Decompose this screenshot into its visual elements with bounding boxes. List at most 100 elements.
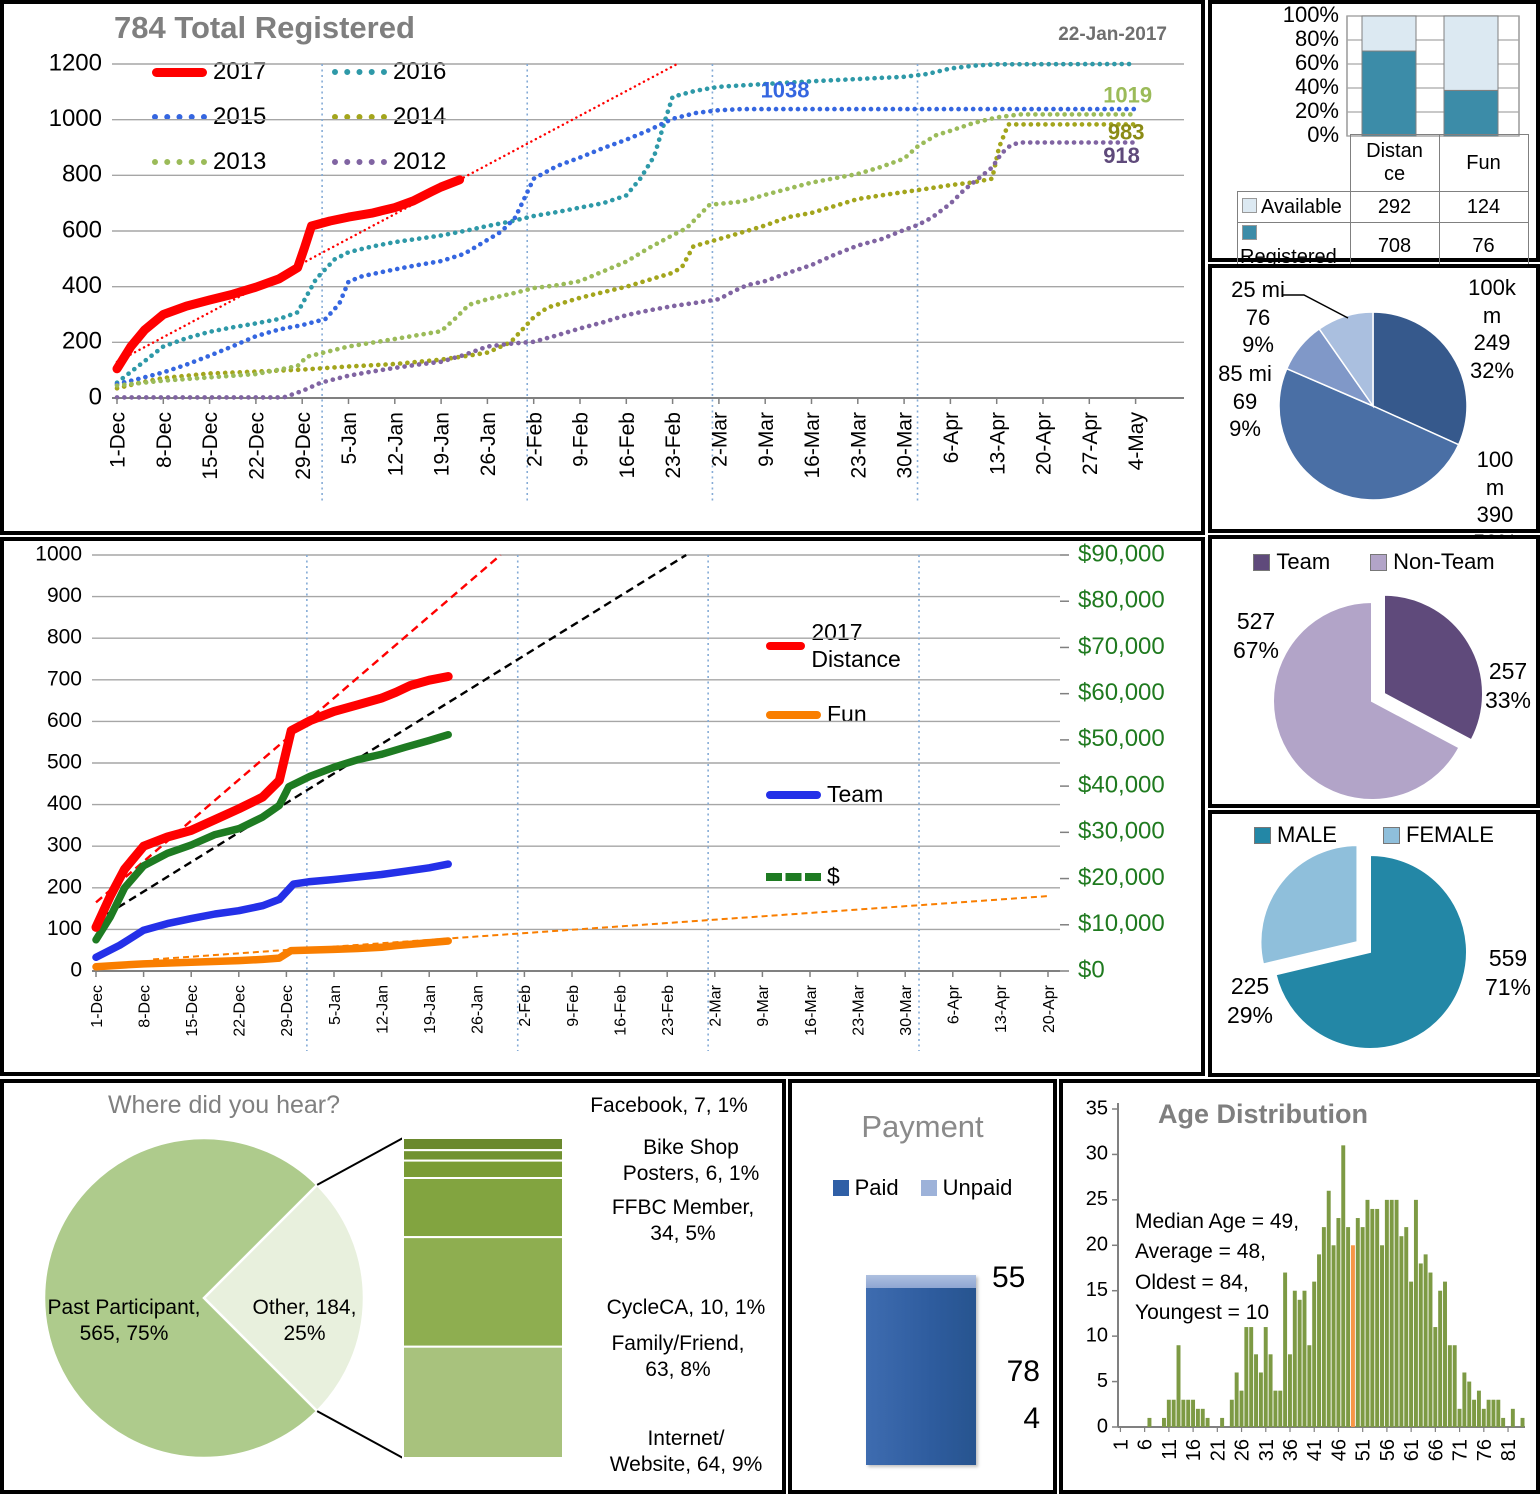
svg-text:$50,000: $50,000 xyxy=(1078,725,1165,752)
age-bar xyxy=(1171,1399,1176,1427)
svg-text:0: 0 xyxy=(89,383,102,410)
team-pie-panel[interactable]: Team Non-Team 527 67% 257 33% xyxy=(1208,535,1540,808)
age-bar xyxy=(1438,1290,1443,1427)
svg-text:200: 200 xyxy=(47,875,82,898)
age-bar xyxy=(1292,1290,1297,1427)
age-bar xyxy=(1510,1408,1515,1427)
svg-text:13-Apr: 13-Apr xyxy=(986,412,1009,475)
age-plot: 0 5 10 15 20 25 30 35 1 6 11 16 21 26 31 36 41 46 51 56 61 66… xyxy=(1063,1083,1536,1490)
svg-text:61: 61 xyxy=(1401,1439,1423,1461)
svg-text:6: 6 xyxy=(1135,1439,1157,1450)
age-bar xyxy=(1191,1399,1196,1427)
money-chart-panel[interactable]: 2017 Distance Fun Team $ $0 $10,000 $20,000 $3… xyxy=(0,537,1205,1076)
age-bar xyxy=(1263,1327,1268,1427)
bar-segment-facebook xyxy=(402,1137,564,1152)
pie-slice-non-team xyxy=(1272,600,1461,801)
svg-text:15: 15 xyxy=(1086,1279,1108,1301)
distance-pie-panel[interactable]: 25 mi 76 9% 100k m 249 32% 85 mi 69 9% 1… xyxy=(1208,264,1540,555)
age-bar xyxy=(1486,1399,1491,1427)
registrations-chart-panel[interactable]: 784 Total Registered 22-Jan-2017 2017 201… xyxy=(0,0,1205,535)
age-bar xyxy=(1433,1327,1438,1427)
age-bar xyxy=(1195,1408,1200,1427)
age-bar xyxy=(1205,1417,1210,1427)
gender-legend-item-male: MALE xyxy=(1254,822,1337,848)
svg-text:22-Dec: 22-Dec xyxy=(232,985,249,1037)
label-past-participant: Past Participant, 565, 75% xyxy=(47,1296,201,1346)
age-bar xyxy=(1384,1199,1389,1427)
svg-text:600: 600 xyxy=(62,216,102,243)
svg-text:$80,000: $80,000 xyxy=(1078,587,1165,614)
team-legend: Team Non-Team xyxy=(1212,549,1536,575)
age-chart-panel[interactable]: Age Distribution Median Age = 49, Averag… xyxy=(1059,1079,1540,1494)
age-bar xyxy=(1283,1272,1288,1427)
bar-segment-cycleca xyxy=(402,1159,564,1179)
age-bar xyxy=(1418,1263,1423,1427)
svg-text:2-Feb: 2-Feb xyxy=(517,985,534,1027)
svg-text:51: 51 xyxy=(1353,1439,1375,1461)
svg-text:1200: 1200 xyxy=(49,49,102,76)
svg-text:900: 900 xyxy=(47,584,82,607)
gender-pie-panel[interactable]: MALE FEMALE 559 71% 225 29% xyxy=(1208,810,1540,1077)
age-bar xyxy=(1268,1354,1273,1427)
payment-chart-panel[interactable]: Payment Paid Unpaid 55 784 xyxy=(788,1079,1057,1494)
age-bar xyxy=(1254,1354,1259,1427)
svg-text:8-Dec: 8-Dec xyxy=(153,412,176,468)
age-bar xyxy=(1307,1345,1312,1427)
svg-text:$10,000: $10,000 xyxy=(1078,910,1165,937)
age-bar xyxy=(1496,1399,1501,1427)
svg-text:46: 46 xyxy=(1328,1439,1350,1461)
label-ffbc: FFBC Member, 34, 5% xyxy=(611,1196,755,1246)
age-bar xyxy=(1336,1218,1341,1427)
age-bar xyxy=(1409,1281,1414,1427)
slots-svg: 100%80%60%40%20%0% xyxy=(1283,2,1520,147)
pie-slice-male xyxy=(1274,853,1468,1050)
svg-text:26-Jan: 26-Jan xyxy=(477,412,500,476)
svg-text:16-Feb: 16-Feb xyxy=(612,985,629,1036)
svg-text:2-Mar: 2-Mar xyxy=(708,984,725,1026)
slots-chart-panel[interactable]: 100% 80% 60% 40% 20% 0% Distance Fun Available 29… xyxy=(1208,0,1540,270)
age-bar xyxy=(1462,1372,1467,1427)
hear-chart-panel[interactable]: Where did you hear? Past Participant, 56… xyxy=(0,1079,786,1494)
svg-text:5: 5 xyxy=(1097,1370,1108,1392)
age-bar xyxy=(1166,1399,1171,1427)
age-bar xyxy=(1312,1281,1317,1427)
svg-text:16-Feb: 16-Feb xyxy=(616,412,639,479)
legend-item-2016: 2016 xyxy=(332,58,446,86)
label-family: Family/Friend, 63, 8% xyxy=(611,1332,745,1382)
svg-text:71: 71 xyxy=(1450,1439,1472,1461)
money-plot-svg: $0 $10,000 $20,000 $30,000 $40,000 $50,000 $60… xyxy=(35,540,1165,1051)
age-bar xyxy=(1481,1408,1486,1427)
dist-pie-svg xyxy=(1278,294,1468,501)
label-nonteam: 527 67% xyxy=(1232,608,1280,663)
money-legend-item-team: Team xyxy=(766,781,883,808)
age-bar xyxy=(1346,1227,1351,1427)
legend-item-2013: 2013 xyxy=(152,148,266,176)
hear-svg xyxy=(42,1136,564,1460)
svg-text:23-Feb: 23-Feb xyxy=(660,985,677,1036)
svg-text:9-Mar: 9-Mar xyxy=(755,984,772,1026)
age-bar xyxy=(1278,1390,1283,1427)
svg-text:700: 700 xyxy=(47,667,82,690)
svg-text:30-Mar: 30-Mar xyxy=(898,984,915,1035)
svg-text:1000: 1000 xyxy=(49,105,102,132)
age-bar xyxy=(1394,1199,1399,1427)
svg-text:12-Jan: 12-Jan xyxy=(374,985,391,1034)
reg-plot-svg: 1-Dec 8-Dec 15-Dec 22-Dec 29-Dec 5-Jan 12-Jan 1… xyxy=(49,49,1184,503)
bar-segment-internet-website xyxy=(402,1345,564,1459)
pie-slice-team xyxy=(1383,593,1484,742)
svg-text:1038: 1038 xyxy=(761,77,810,102)
pie-slice-other xyxy=(202,1183,366,1413)
label-female: 225 29% xyxy=(1226,973,1274,1028)
svg-text:10: 10 xyxy=(1086,1324,1108,1346)
team-pie xyxy=(1212,539,1536,804)
registrations-plot: 1-Dec 8-Dec 15-Dec 22-Dec 29-Dec 5-Jan 12-Jan 1… xyxy=(4,4,1201,531)
money-legend-item--: $ xyxy=(766,863,840,890)
age-bar xyxy=(1476,1390,1481,1427)
svg-text:5-Jan: 5-Jan xyxy=(338,412,361,465)
age-bar xyxy=(1413,1199,1418,1427)
age-bar xyxy=(1447,1345,1452,1427)
svg-text:$90,000: $90,000 xyxy=(1078,540,1165,567)
svg-text:0: 0 xyxy=(1097,1415,1108,1437)
svg-text:$0: $0 xyxy=(1078,956,1105,983)
age-bar xyxy=(1355,1218,1360,1427)
